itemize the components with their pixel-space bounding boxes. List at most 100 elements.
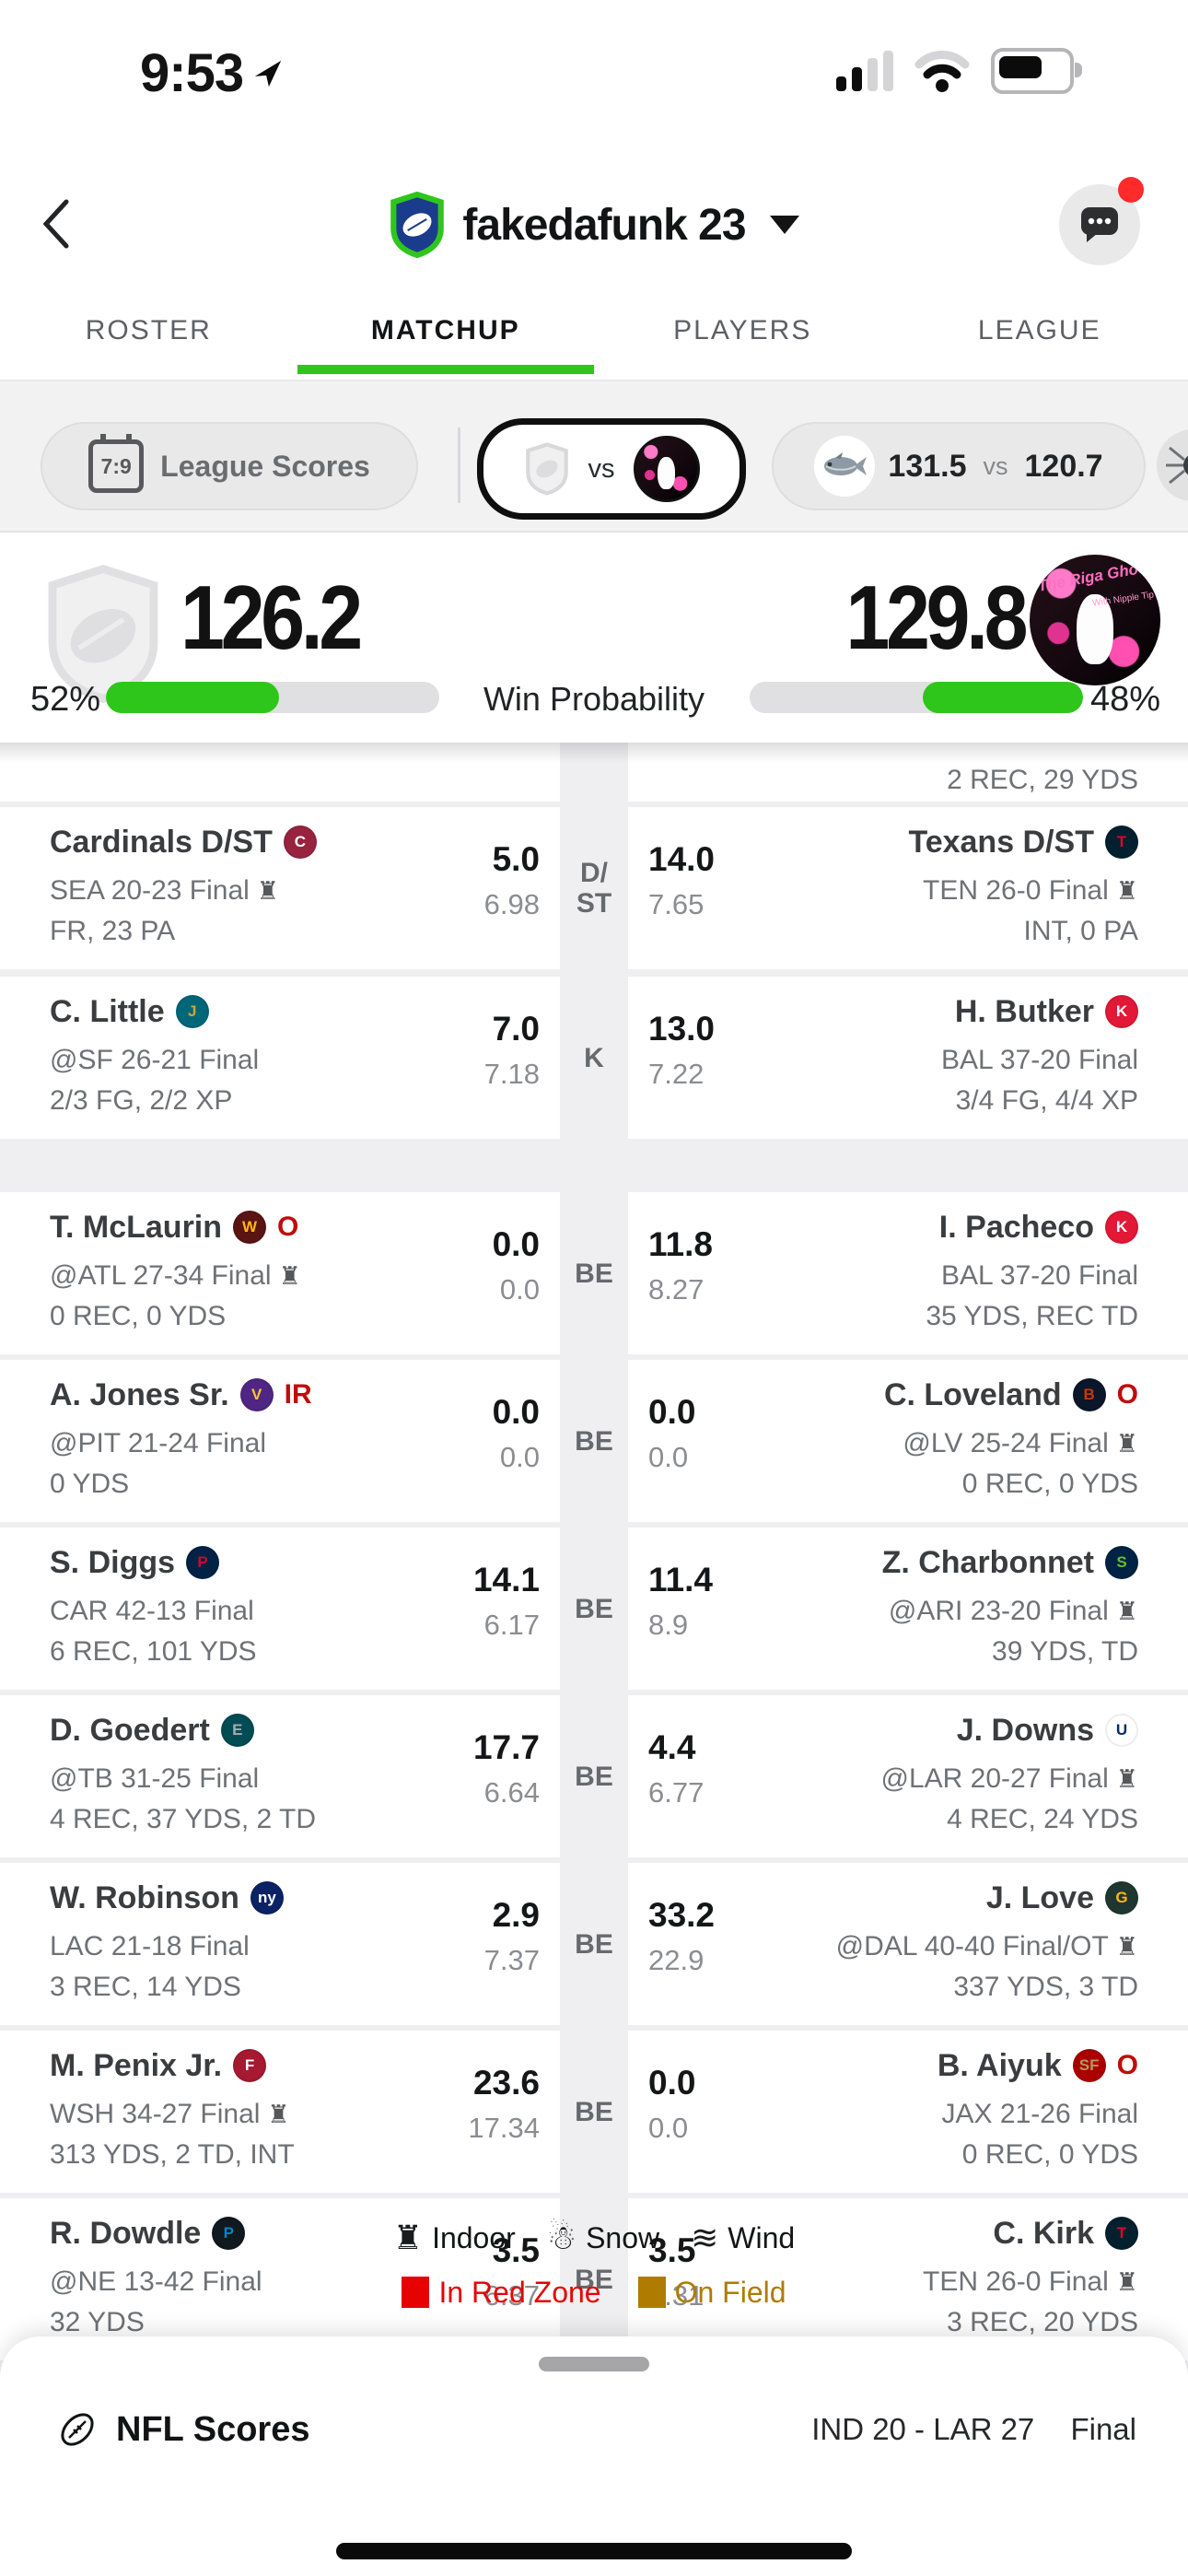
player-card-right[interactable]: Texans D/ST T TEN 26-0 Final ♜ INT, 0 PA … <box>628 807 1188 969</box>
game-score-line: @TB 31-25 Final <box>50 1763 260 1794</box>
nfl-scores-row[interactable]: NFL Scores IND 20 - LAR 27 Final <box>55 2397 1136 2462</box>
projected-points: 0.0 <box>648 1441 689 1473</box>
player-card-left[interactable]: Cardinals D/ST C SEA 20-23 Final ♜ FR, 23… <box>0 807 560 969</box>
position-label: BE <box>575 2264 613 2295</box>
game-score-line: TEN 26-0 Final <box>923 2266 1109 2297</box>
tab-roster[interactable]: ROSTER <box>85 315 212 345</box>
clock: 9:53 <box>140 42 284 104</box>
projected-points: 6.37 <box>483 2279 540 2312</box>
other-matchup-pill[interactable]: 131.5 vs 120.7 <box>772 422 1146 510</box>
game-score-line: JAX 21-26 Final <box>941 2099 1138 2129</box>
league-scores-button[interactable]: 7:9 League Scores <box>41 422 418 510</box>
player-status-badge: O <box>1116 2050 1138 2080</box>
stadium-icon: ♜ <box>392 2219 424 2256</box>
player-card-left[interactable]: R. Dowdle P @NE 13-42 Final 32 YDS 3.5 6… <box>0 2198 560 2360</box>
player-card-right[interactable]: C. Loveland B O @LV 25-24 Final ♜ 0 REC, … <box>628 1360 1188 1522</box>
legend-swatch <box>637 2277 666 2308</box>
game-score-line: @ATL 27-34 Final <box>50 1260 272 1291</box>
home-indicator <box>336 2543 852 2559</box>
roster-row: T. McLaurin W O @ATL 27-34 Final ♜ 0 REC,… <box>0 1192 1188 1354</box>
projected-points: 0.0 <box>499 1273 540 1306</box>
selected-matchup-pill[interactable]: vs <box>477 418 746 520</box>
location-arrow-icon <box>254 60 282 87</box>
points: 4.4 <box>648 1728 696 1766</box>
projected-points: 8.27 <box>648 1273 705 1306</box>
legend-item-indoor: ♜ Indoor <box>393 2219 516 2257</box>
player-card-right[interactable]: I. Pacheco K BAL 37-20 Final 35 YDS, REC… <box>628 1192 1188 1354</box>
points: 7.0 <box>492 1010 540 1048</box>
player-card-left[interactable]: M. Penix Jr. F WSH 34-27 Final ♜ 313 YDS,… <box>0 2031 560 2193</box>
points: 5.0 <box>492 840 540 878</box>
matchup-header: 126.2 129.8 The Riga Ghost With Nipple T… <box>0 533 1188 743</box>
game-score-line: @PIT 21-24 Final <box>50 1428 267 1458</box>
snow-icon: ☃ <box>546 2219 577 2256</box>
game-score-line: @LAR 20-27 Final <box>880 1763 1109 1794</box>
game-score-line: SEA 20-23 Final <box>50 875 250 906</box>
tab-league[interactable]: LEAGUE <box>977 315 1101 345</box>
stat-line: 313 YDS, 2 TD, INT <box>50 2139 295 2170</box>
back-button[interactable] <box>39 197 76 251</box>
stat-line: 0 REC, 0 YDS <box>961 2139 1138 2170</box>
legend-item-in-red-zone: In Red Zone <box>402 2276 601 2310</box>
position-label: K <box>584 1042 604 1073</box>
back-chevron-icon <box>42 199 69 249</box>
projected-points: 0.0 <box>648 2112 689 2144</box>
player-name: T. McLaurin <box>50 1209 223 1245</box>
player-card-right[interactable]: B. Aiyuk SF O JAX 21-26 Final 0 REC, 0 Y… <box>628 2031 1188 2193</box>
legend-label: On Field <box>674 2275 786 2309</box>
stat-line: INT, 0 PA <box>1023 916 1138 946</box>
player-card-left[interactable]: C. Little J @SF 26-21 Final 2/3 FG, 2/2 … <box>0 977 560 1139</box>
tab-matchup[interactable]: MATCHUP <box>297 297 595 374</box>
projected-points: 7.22 <box>648 1058 705 1090</box>
team-logo-bears: B <box>1072 1378 1106 1411</box>
vs-label: vs <box>588 453 615 484</box>
player-card-left[interactable] <box>0 743 560 802</box>
team-logo-giants: ny <box>250 1881 284 1914</box>
roster-row: M. Penix Jr. F WSH 34-27 Final ♜ 313 YDS,… <box>0 2031 1188 2193</box>
weather-legend: ♜ Indoor ☃ Snow ≋ Wind <box>0 2217 1188 2259</box>
indoor-icon: ♜ <box>278 1262 301 1290</box>
chat-button[interactable] <box>1059 177 1144 265</box>
player-card-right[interactable]: J. Love G @DAL 40-40 Final/OT ♜ 337 YDS, … <box>628 1863 1188 2025</box>
player-card-left[interactable]: T. McLaurin W O @ATL 27-34 Final ♜ 0 REC,… <box>0 1192 560 1354</box>
stat-line: 35 YDS, REC TD <box>926 1301 1138 1331</box>
header-shadow <box>0 743 1188 763</box>
player-card-left[interactable]: W. Robinson ny LAC 21-18 Final 3 REC, 14… <box>0 1863 560 2025</box>
indoor-icon: ♜ <box>1115 1430 1138 1458</box>
player-card-left[interactable]: S. Diggs P CAR 42-13 Final 6 REC, 101 YD… <box>0 1528 560 1690</box>
player-card-right[interactable]: H. Butker K BAL 37-20 Final 3/4 FG, 4/4 … <box>628 977 1188 1139</box>
player-card-right[interactable]: J. Downs U @LAR 20-27 Final ♜ 4 REC, 24 Y… <box>628 1695 1188 1857</box>
position-label: BE <box>575 1425 613 1457</box>
player-name: C. Kirk <box>993 2215 1094 2251</box>
nfl-scores-sheet[interactable]: NFL Scores IND 20 - LAR 27 Final <box>0 2336 1188 2576</box>
stat-line: 3 REC, 20 YDS <box>947 2307 1138 2337</box>
player-card-right[interactable]: C. Kirk T TEN 26-0 Final ♜ 3 REC, 20 YDS … <box>628 2198 1188 2360</box>
team-logo-patriots: P <box>186 1546 220 1579</box>
stat-line: 2/3 FG, 2/2 XP <box>50 1085 233 1116</box>
player-card-right[interactable]: Z. Charbonnet S @ARI 23-20 Final ♜ 39 YDS… <box>628 1528 1188 1690</box>
projected-points: 6.77 <box>648 1776 705 1809</box>
player-card-left[interactable]: D. Goedert E @TB 31-25 Final 4 REC, 37 Y… <box>0 1695 560 1857</box>
player-card-right[interactable]: 2 REC, 29 YDS <box>628 743 1188 802</box>
player-name: B. Aiyuk <box>937 2047 1062 2083</box>
indoor-icon: ♜ <box>1115 1765 1138 1793</box>
legend-swatch <box>402 2277 430 2308</box>
win-probability-label: Win Probability <box>483 680 705 718</box>
unread-badge <box>1118 177 1144 203</box>
battery-icon <box>991 48 1082 94</box>
home-team-avatar[interactable] <box>42 562 164 706</box>
player-card-left[interactable]: A. Jones Sr. V IR @PIT 21-24 Final 0 YDS… <box>0 1360 560 1522</box>
projected-points: 6.17 <box>483 1609 540 1641</box>
stat-line: 4 REC, 24 YDS <box>947 1804 1138 1834</box>
tab-players[interactable]: PLAYERS <box>673 315 812 345</box>
player-name: Cardinals D/ST <box>50 824 273 860</box>
drag-handle[interactable] <box>539 2357 649 2371</box>
chat-bubble-icon <box>1081 207 1118 242</box>
stat-line: 39 YDS, TD <box>992 1636 1138 1667</box>
away-team-avatar[interactable]: The Riga Ghost With Nipple Tip <box>1030 555 1160 685</box>
legend-item-snow: ☃ Snow <box>547 2219 659 2257</box>
league-title[interactable]: fakedafunk 23 <box>0 181 1188 269</box>
avatar-text: With Nipple Tip <box>1091 589 1155 609</box>
game-score-line: @SF 26-21 Final <box>50 1045 260 1075</box>
position-label: BE <box>575 1258 613 1289</box>
